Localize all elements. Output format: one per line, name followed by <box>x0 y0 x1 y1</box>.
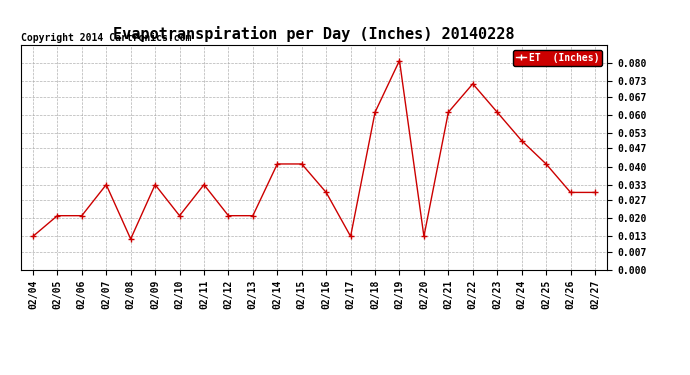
Line: ET  (Inches): ET (Inches) <box>30 57 598 243</box>
ET  (Inches) <box>224 213 233 218</box>
ET  (Inches) <box>126 237 135 241</box>
Title: Evapotranspiration per Day (Inches) 20140228: Evapotranspiration per Day (Inches) 2014… <box>113 27 515 42</box>
ET  (Inches) <box>493 110 502 114</box>
ET  (Inches) <box>542 162 550 166</box>
ET  (Inches) <box>346 234 355 238</box>
ET  (Inches) <box>248 213 257 218</box>
ET  (Inches) <box>151 182 159 187</box>
ET  (Inches) <box>78 213 86 218</box>
Text: Copyright 2014 Cartronics.com: Copyright 2014 Cartronics.com <box>21 33 191 43</box>
ET  (Inches) <box>518 138 526 143</box>
ET  (Inches) <box>102 182 110 187</box>
ET  (Inches) <box>395 58 404 63</box>
ET  (Inches) <box>371 110 380 114</box>
ET  (Inches) <box>444 110 453 114</box>
ET  (Inches) <box>175 213 184 218</box>
ET  (Inches) <box>53 213 61 218</box>
ET  (Inches) <box>322 190 331 195</box>
Legend: ET  (Inches): ET (Inches) <box>513 50 602 66</box>
ET  (Inches) <box>273 162 282 166</box>
ET  (Inches) <box>469 81 477 86</box>
ET  (Inches) <box>420 234 428 238</box>
ET  (Inches) <box>591 190 599 195</box>
ET  (Inches) <box>297 162 306 166</box>
ET  (Inches) <box>566 190 575 195</box>
ET  (Inches) <box>29 234 37 238</box>
ET  (Inches) <box>200 182 208 187</box>
